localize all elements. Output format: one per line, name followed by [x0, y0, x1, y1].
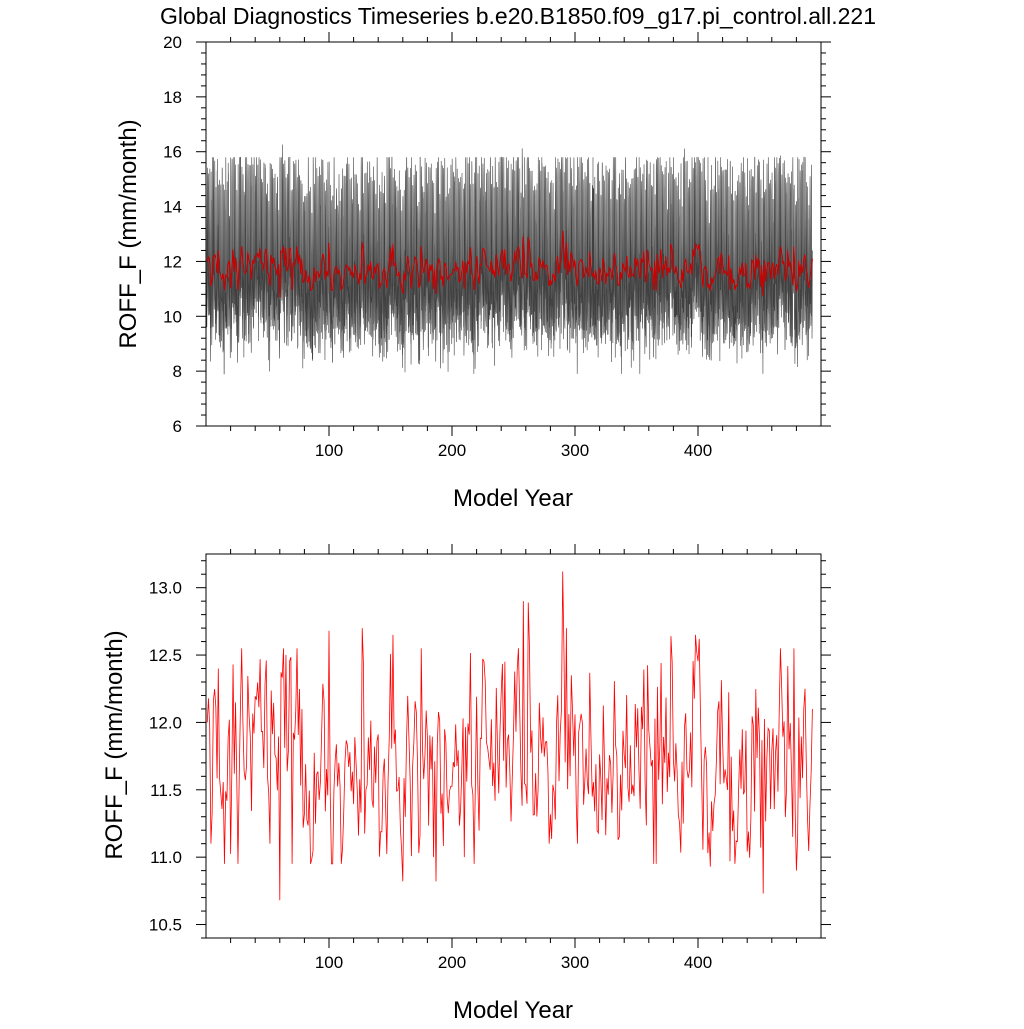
top-x-axis-title: Model Year: [453, 485, 573, 512]
y-tick-label: 6: [173, 417, 182, 436]
annual-series-line: [206, 230, 813, 298]
y-tick-label: 11.5: [150, 781, 182, 800]
y-tick-label: 20: [163, 33, 182, 52]
chart-title: Global Diagnostics Timeseries b.e20.B185…: [160, 3, 876, 29]
y-tick-label: 12: [163, 252, 182, 271]
y-tick-label: 12.0: [149, 713, 182, 732]
plot-area: [206, 144, 813, 375]
x-tick-label: 400: [684, 953, 712, 972]
y-tick-label: 13.0: [149, 579, 182, 598]
x-tick-label: 100: [315, 953, 343, 972]
bottom-panel: Model Year ROFF_F (mm/month) 100 200 300 40…: [101, 544, 831, 1024]
top-panel: Model Year ROFF_F (mm/month) 100 200 300 40…: [115, 32, 831, 512]
x-tick-label: 200: [438, 953, 466, 972]
bottom-y-axis-title: ROFF_F (mm/month): [101, 630, 128, 859]
y-tick-label: 8: [173, 362, 182, 381]
y-tick-label: 18: [163, 88, 182, 107]
plot-frame: [205, 553, 822, 939]
monthly-series-line: [206, 144, 813, 375]
y-tick-label: 10.5: [149, 916, 182, 935]
x-tick-label: 300: [561, 441, 589, 460]
y-tick-label: 14: [163, 198, 182, 217]
x-tick-label: 300: [561, 953, 589, 972]
y-tick-label: 12.5: [149, 646, 182, 665]
plot-area: [206, 571, 813, 901]
y-tick-label: 11.0: [150, 848, 182, 867]
y-tick-label: 16: [163, 143, 182, 162]
x-tick-label: 400: [684, 441, 712, 460]
y-tick-label: 10: [163, 307, 182, 326]
annual-series-line: [206, 571, 813, 901]
plot-frame: [205, 41, 822, 427]
x-tick-label: 200: [438, 441, 466, 460]
x-tick-label: 100: [315, 441, 343, 460]
top-y-axis-title: ROFF_F (mm/month): [115, 119, 142, 348]
bottom-x-axis-title: Model Year: [453, 997, 573, 1024]
